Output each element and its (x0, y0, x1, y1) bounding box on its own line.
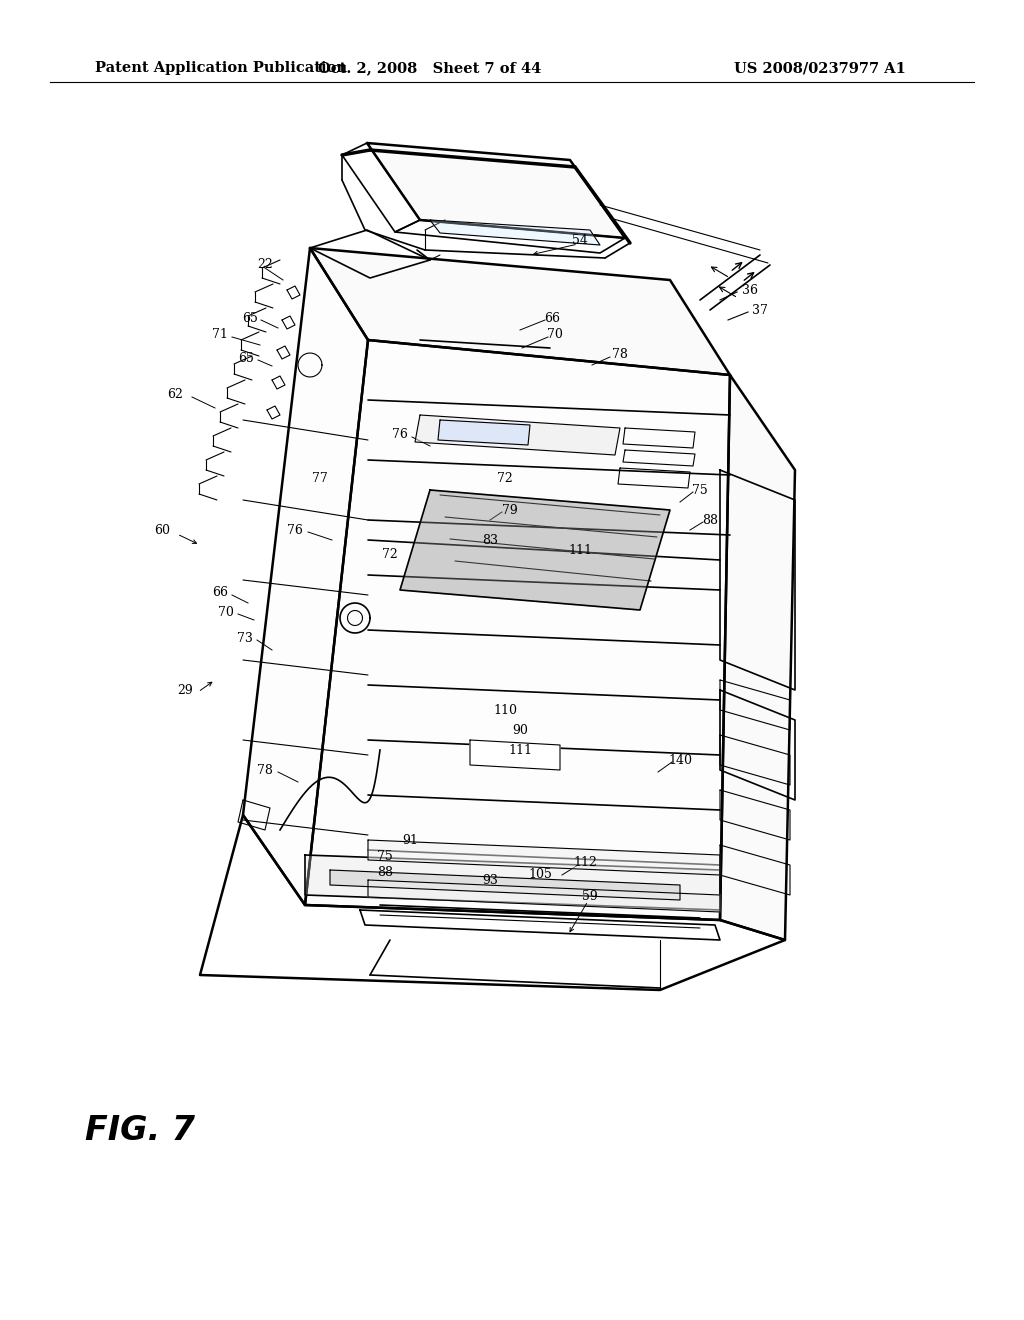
Text: 88: 88 (702, 513, 718, 527)
Text: 72: 72 (497, 471, 513, 484)
Polygon shape (368, 840, 720, 875)
Polygon shape (310, 248, 730, 375)
Text: 110: 110 (493, 704, 517, 717)
Text: 90: 90 (512, 723, 528, 737)
Text: 75: 75 (692, 483, 708, 496)
Text: 65: 65 (242, 312, 258, 325)
Text: 60: 60 (154, 524, 170, 536)
Text: 70: 70 (547, 329, 563, 342)
Text: 37: 37 (752, 304, 768, 317)
Text: 59: 59 (582, 891, 598, 903)
Text: 79: 79 (502, 503, 518, 516)
Text: 105: 105 (528, 869, 552, 882)
Polygon shape (305, 855, 720, 909)
Text: 76: 76 (392, 429, 408, 441)
Text: 65: 65 (238, 351, 254, 364)
Polygon shape (470, 741, 560, 770)
Text: Oct. 2, 2008   Sheet 7 of 44: Oct. 2, 2008 Sheet 7 of 44 (318, 61, 542, 75)
Text: FIG. 7: FIG. 7 (85, 1114, 195, 1147)
Polygon shape (305, 341, 730, 920)
Polygon shape (720, 375, 795, 940)
Polygon shape (400, 490, 670, 610)
Polygon shape (415, 414, 620, 455)
Text: 140: 140 (668, 754, 692, 767)
Text: 66: 66 (212, 586, 228, 599)
Polygon shape (438, 420, 530, 445)
Text: 62: 62 (167, 388, 183, 401)
Text: 91: 91 (402, 833, 418, 846)
Text: 112: 112 (573, 857, 597, 870)
Text: 78: 78 (257, 763, 273, 776)
Text: 54: 54 (572, 234, 588, 247)
Text: Patent Application Publication: Patent Application Publication (95, 61, 347, 75)
Text: 75: 75 (377, 850, 393, 862)
Text: US 2008/0237977 A1: US 2008/0237977 A1 (734, 61, 906, 75)
Text: 93: 93 (482, 874, 498, 887)
Text: 111: 111 (508, 743, 532, 756)
Text: 71: 71 (212, 329, 228, 342)
Text: 83: 83 (482, 533, 498, 546)
Polygon shape (367, 143, 625, 238)
Text: 36: 36 (742, 284, 758, 297)
Text: 66: 66 (544, 312, 560, 325)
Text: 70: 70 (218, 606, 233, 619)
Polygon shape (243, 248, 368, 906)
Polygon shape (430, 220, 600, 246)
Polygon shape (330, 870, 680, 900)
Text: 73: 73 (238, 631, 253, 644)
Text: 76: 76 (287, 524, 303, 536)
Text: 72: 72 (382, 549, 398, 561)
Text: 77: 77 (312, 471, 328, 484)
Text: 29: 29 (177, 684, 193, 697)
Text: 111: 111 (568, 544, 592, 557)
Text: 22: 22 (257, 259, 272, 272)
Text: 78: 78 (612, 348, 628, 362)
Polygon shape (368, 880, 720, 912)
Text: 88: 88 (377, 866, 393, 879)
